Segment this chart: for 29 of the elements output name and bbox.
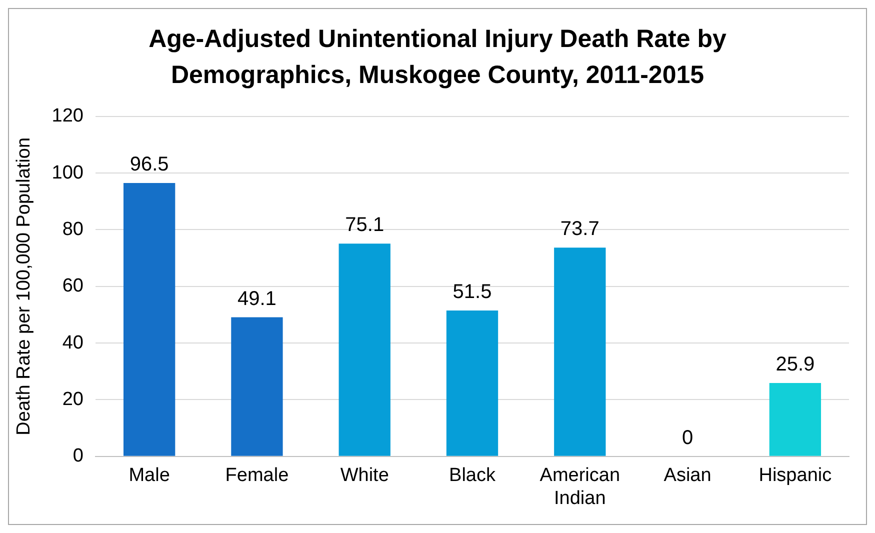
- y-tick-label: 0: [72, 446, 84, 467]
- data-label: 73.7: [560, 218, 600, 240]
- bar: [231, 317, 283, 456]
- y-tick-label: 60: [62, 276, 84, 297]
- x-tick-label: Asian: [664, 465, 712, 486]
- y-tick-label: 20: [62, 388, 84, 410]
- data-label: 49.1: [237, 288, 276, 310]
- x-tick-label: Hispanic: [758, 465, 832, 486]
- data-label: 0: [682, 426, 694, 449]
- y-tick-label: 40: [62, 332, 84, 354]
- x-tick-label: Black: [449, 465, 496, 486]
- bar: [769, 383, 822, 456]
- y-tick-label: 120: [52, 106, 84, 127]
- y-axis-title: Death Rate per 100,000 Population: [14, 137, 35, 436]
- y-tick-label: 100: [52, 162, 84, 184]
- bar: [554, 248, 606, 456]
- x-tick-label: White: [340, 465, 389, 486]
- y-tick-label: 80: [62, 218, 84, 240]
- x-tick-label: Male: [128, 465, 170, 486]
- bar: [446, 310, 498, 456]
- data-label: 75.1: [345, 214, 384, 236]
- x-tick-label: American Indian: [540, 465, 620, 509]
- data-label: 25.9: [776, 354, 815, 376]
- chart-title: Age-Adjusted Unintentional Injury Death Rate by Demographics, Muskogee County, 2011-2015: [148, 24, 728, 91]
- data-label: 96.5: [130, 154, 169, 176]
- bar: [123, 182, 176, 456]
- data-label: 51.5: [452, 281, 492, 303]
- x-tick-label: Female: [225, 465, 289, 486]
- bar: [338, 244, 390, 456]
